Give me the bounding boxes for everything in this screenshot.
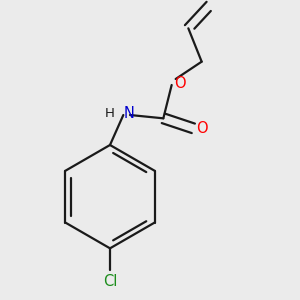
Text: O: O [174, 76, 186, 91]
Text: Cl: Cl [103, 274, 117, 289]
Text: O: O [196, 121, 208, 136]
Text: H: H [105, 107, 115, 120]
Text: N: N [123, 106, 134, 121]
